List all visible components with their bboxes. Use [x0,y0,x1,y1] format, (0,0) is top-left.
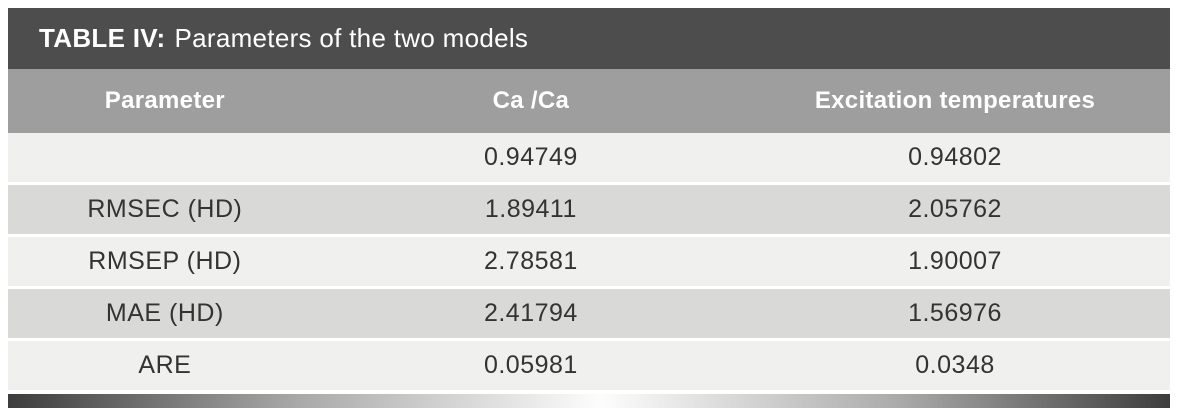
table-row: 0.94749 0.94802 [8,133,1170,182]
cell-parameter: RMSEP (HD) [88,247,242,275]
cell-parameter: ARE [138,351,192,379]
cell-ca-value: 0.05981 [483,351,578,379]
table-title-bar: TABLE IV: Parameters of the two models [8,8,1170,69]
cell-excitation-value: 1.90007 [908,247,1002,275]
table-row: ARE 0.05981 0.0348 [8,341,1170,390]
table-caption: Parameters of the two models [174,23,529,53]
column-header-excitation-temperatures: Excitation temperatures [814,87,1096,114]
table-header-row: Parameter Ca /Ca Excitation temperatures [8,69,1170,133]
cell-excitation-value: 0.0348 [915,351,995,379]
cell-parameter: RMSEC (HD) [87,195,243,223]
cell-excitation-value: 0.94802 [908,143,1002,171]
cell-excitation-value: 1.56976 [908,299,1002,327]
table-row: MAE (HD) 2.41794 1.56976 [8,289,1170,338]
table-number-label: TABLE IV: [39,23,166,53]
cell-parameter: MAE (HD) [105,299,224,327]
cell-ca-value: 2.78581 [483,247,578,275]
table-row: RMSEC (HD) 1.89411 2.05762 [8,185,1170,234]
column-header-parameter: Parameter [104,87,225,114]
cell-ca-value: 2.41794 [483,299,578,327]
parameters-table: TABLE IV: Parameters of the two models P… [8,8,1170,408]
bottom-gradient-bar [8,394,1170,408]
column-header-ca-ratio: Ca /Ca [492,87,570,114]
cell-ca-value: 1.89411 [484,195,577,223]
table-row: RMSEP (HD) 2.78581 1.90007 [8,237,1170,286]
cell-excitation-value: 2.05762 [908,195,1002,223]
cell-ca-value: 0.94749 [483,143,578,171]
table-body: 0.94749 0.94802 RMSEC (HD) 1.89411 2.057… [8,133,1170,390]
